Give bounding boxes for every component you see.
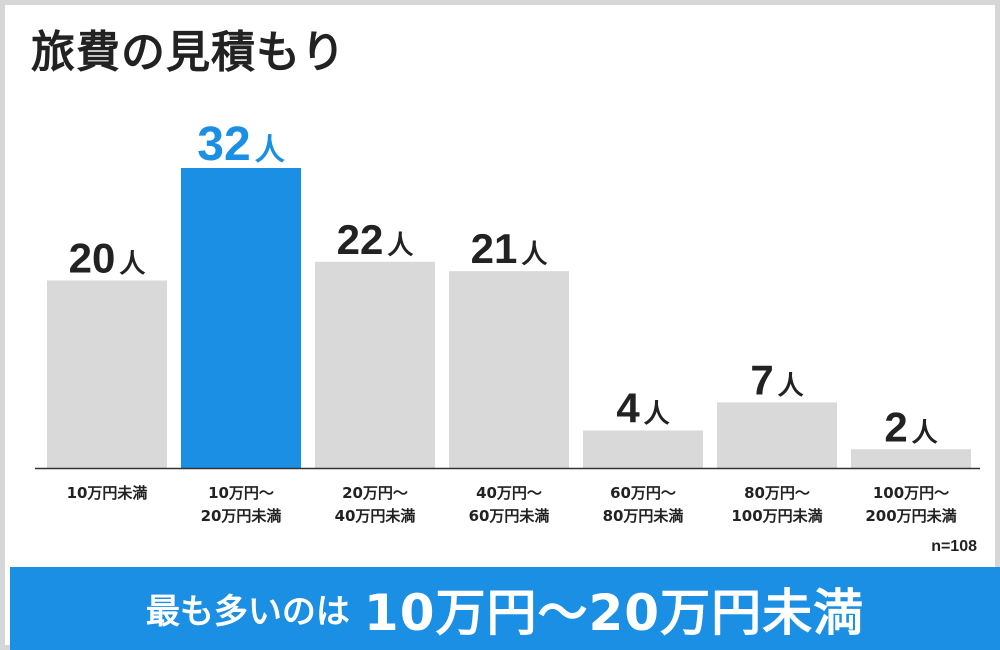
bar-value-label-2: 22 人	[337, 216, 414, 263]
category-label-1: 10万円〜 20万円未満	[201, 484, 282, 525]
bar-5	[717, 402, 837, 468]
category-label-2: 20万円〜 40万円未満	[335, 484, 416, 525]
bar-6	[851, 449, 971, 468]
category-label-0: 10万円未満	[67, 484, 148, 502]
bar-2	[315, 261, 435, 468]
bar-0	[47, 280, 167, 468]
chart-title: 旅費の見積もり	[31, 27, 346, 78]
category-label-3: 40万円〜 60万円未満	[469, 484, 550, 525]
category-label-6: 100万円〜 200万円未満	[865, 484, 956, 525]
bar-value-label-1: 32 人	[197, 118, 284, 171]
bar-4	[583, 430, 703, 468]
category-label-5: 80万円〜 100万円未満	[731, 484, 822, 525]
bar-chart: 20 人 10万円未満 32 人 10万円〜 20万円未満 22 人 20万円〜 40万円未満 21 人…	[35, 118, 980, 525]
bar-value-label-0: 20 人	[69, 235, 146, 282]
bar-1	[181, 168, 301, 468]
bar-3	[449, 271, 569, 468]
banner-highlight: 10万円〜20万円未満	[363, 583, 865, 642]
banner-prefix: 最も多いのは	[145, 592, 350, 632]
bar-value-label-3: 21 人	[471, 225, 548, 272]
sample-size: n=108	[931, 538, 977, 555]
category-label-4: 60万円〜 80万円未満	[603, 484, 684, 525]
summary-banner: 最も多いのは 10万円〜20万円未満	[10, 567, 1000, 650]
